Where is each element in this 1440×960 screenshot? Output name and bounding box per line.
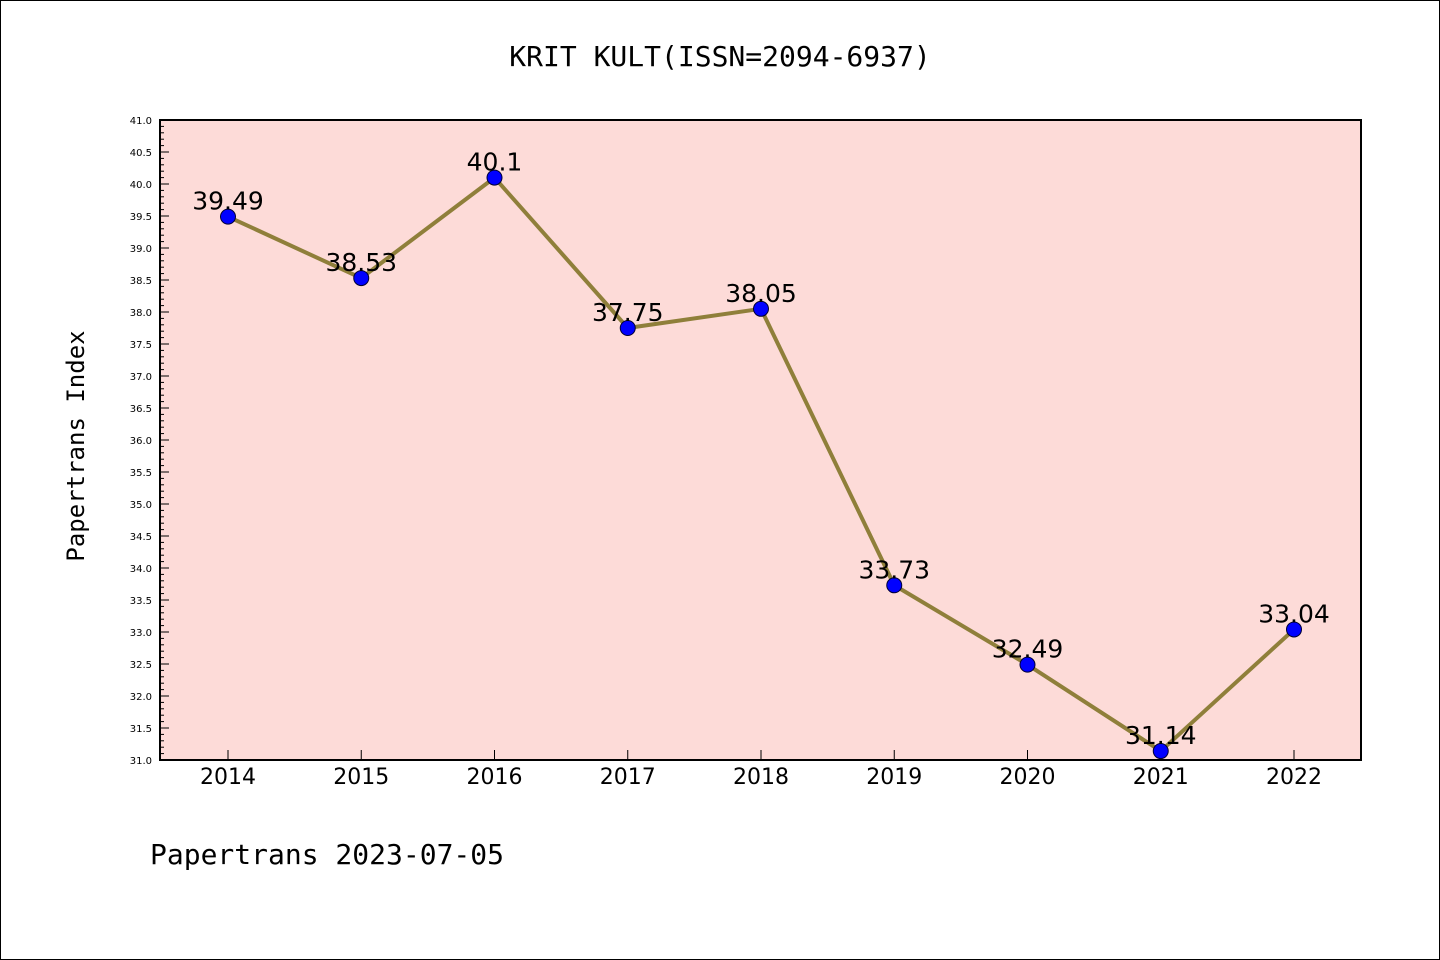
y-tick-label: 40.5 xyxy=(130,148,152,159)
x-tick-label: 2019 xyxy=(866,765,922,790)
y-tick-label: 35.0 xyxy=(130,500,152,511)
data-point-marker xyxy=(886,577,903,594)
data-point-marker xyxy=(619,320,636,336)
data-label: 39.49 xyxy=(192,187,264,216)
x-tick-label: 2022 xyxy=(1266,765,1322,790)
data-point-marker xyxy=(486,169,503,186)
y-tick-label: 36.0 xyxy=(130,436,152,447)
data-label: 32.49 xyxy=(992,635,1064,664)
data-point-marker xyxy=(1286,621,1302,638)
y-tick-label: 35.5 xyxy=(130,468,152,479)
y-axis-ticks: 31.0 31.5 32.0 32.5 33.0 33.5 34.0 34.5 35.0 35.5… xyxy=(130,116,169,767)
data-point-marker xyxy=(753,300,769,317)
data-label: 38.53 xyxy=(325,248,397,277)
y-tick-label: 41.0 xyxy=(130,116,152,127)
x-tick-label: 2021 xyxy=(1133,765,1189,790)
y-tick-label: 34.5 xyxy=(130,532,152,543)
y-tick-label: 37.5 xyxy=(130,340,152,351)
y-axis-label: Papertrans Index xyxy=(62,330,90,561)
data-point-marker xyxy=(220,208,236,225)
data-point-marker xyxy=(1019,656,1036,673)
data-point-marker xyxy=(1152,743,1169,760)
data-label: 37.75 xyxy=(592,298,664,327)
y-tick-label: 38.0 xyxy=(130,308,152,319)
data-labels-group: 39.49 38.53 40.1 37.75 38.05 33.73 32.49 31.14 3… xyxy=(192,148,1330,750)
data-label: 38.05 xyxy=(725,279,797,308)
x-tick-label: 2017 xyxy=(600,765,656,790)
y-tick-label: 40.0 xyxy=(130,180,152,191)
series-group xyxy=(220,169,1302,760)
data-label: 31.14 xyxy=(1125,721,1197,750)
plot-area xyxy=(159,119,1362,761)
data-label: 33.73 xyxy=(858,555,930,584)
y-tick-label: 39.5 xyxy=(130,212,152,223)
y-tick-label: 34.0 xyxy=(130,564,152,575)
y-tick-label: 31.0 xyxy=(130,756,152,767)
y-tick-label: 38.5 xyxy=(130,276,152,287)
y-tick-label: 33.0 xyxy=(130,628,152,639)
y-tick-label: 32.0 xyxy=(130,692,152,703)
data-point-marker xyxy=(353,270,370,287)
y-tick-label: 31.5 xyxy=(130,724,152,735)
data-label: 40.1 xyxy=(467,148,523,177)
footer-text: Papertrans 2023-07-05 xyxy=(150,838,504,871)
x-tick-label: 2015 xyxy=(333,765,389,790)
x-tick-label: 2016 xyxy=(467,765,523,790)
y-tick-label: 39.0 xyxy=(130,244,152,255)
x-tick-label: 2018 xyxy=(733,765,789,790)
chart-title: KRIT KULT(ISSN=2094-6937) xyxy=(509,40,930,73)
y-tick-label: 33.5 xyxy=(130,596,152,607)
y-tick-label: 32.5 xyxy=(130,660,152,671)
x-tick-label: 2014 xyxy=(200,765,256,790)
data-label: 33.04 xyxy=(1258,599,1330,628)
x-tick-label: 2020 xyxy=(1000,765,1056,790)
y-tick-label: 37.0 xyxy=(130,372,152,383)
y-tick-label: 36.5 xyxy=(130,404,152,415)
